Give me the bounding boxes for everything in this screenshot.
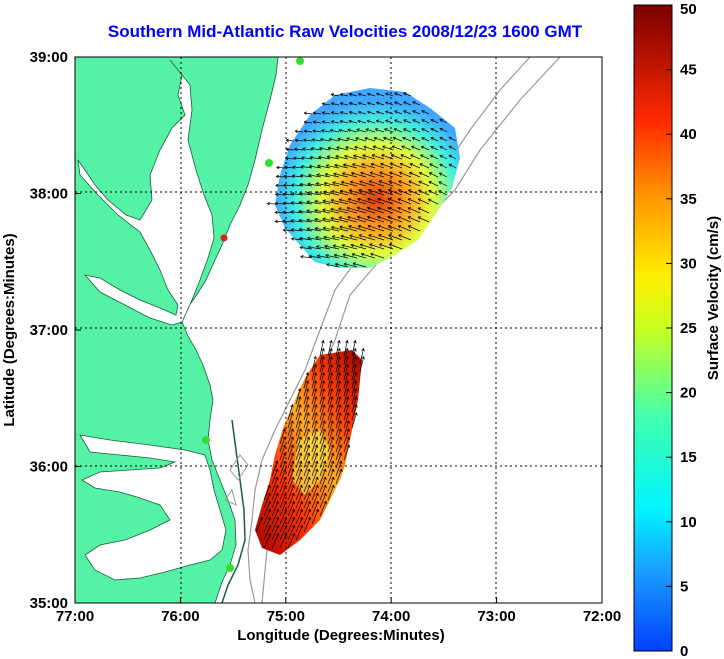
colorbar-tick-label: 0 [680,643,688,659]
colorbar-tick-label: 50 [680,1,697,18]
colorbar-tick-label: 25 [680,320,697,337]
colorbar-tick-label: 45 [680,62,697,79]
chesapeake-bay [77,59,215,326]
station-marker [202,436,210,444]
barrier-islands [221,419,246,603]
grid-lines [75,57,602,603]
colorbar-tick-label: 10 [680,514,697,531]
x-tick-label: 77:00 [56,608,94,625]
station-marker [296,57,304,65]
pamlico-sound [79,434,227,581]
y-axis-label: Latitude (Degrees:Minutes) [1,233,18,426]
bathymetry-contour-3 [224,454,249,506]
colorbar [633,4,673,652]
colorbar-tick-label: 35 [680,191,697,208]
velocity-vectors [255,92,457,549]
velocity-field-north [275,88,460,268]
colorbar-tick-label: 5 [680,578,688,595]
x-tick-label: 73:00 [477,608,515,625]
x-tick-label: 72:00 [583,608,621,625]
station-marker-red [220,234,228,242]
station-marker [226,564,234,572]
colorbar-label: Surface Velocity (cm/s) [705,216,722,380]
map-title: Southern Mid-Atlantic Raw Velocities 200… [107,22,583,41]
x-tick-label: 74:00 [372,608,410,625]
y-tick-label: 35:00 [30,595,68,612]
y-tick-label: 37:00 [30,322,68,339]
colorbar-tick-label: 40 [680,126,697,143]
colorbar-tick-label: 20 [680,385,697,402]
station-marker [265,159,273,167]
x-tick-label: 76:00 [161,608,199,625]
y-tick-label: 38:00 [30,186,68,203]
x-tick-label: 75:00 [267,608,305,625]
y-tick-label: 39:00 [30,49,68,66]
colorbar-tick-label: 30 [680,255,697,272]
colorbar-tick-label: 15 [680,449,697,466]
y-tick-label: 36:00 [30,459,68,476]
x-axis-label: Longitude (Degrees:Minutes) [237,627,445,644]
